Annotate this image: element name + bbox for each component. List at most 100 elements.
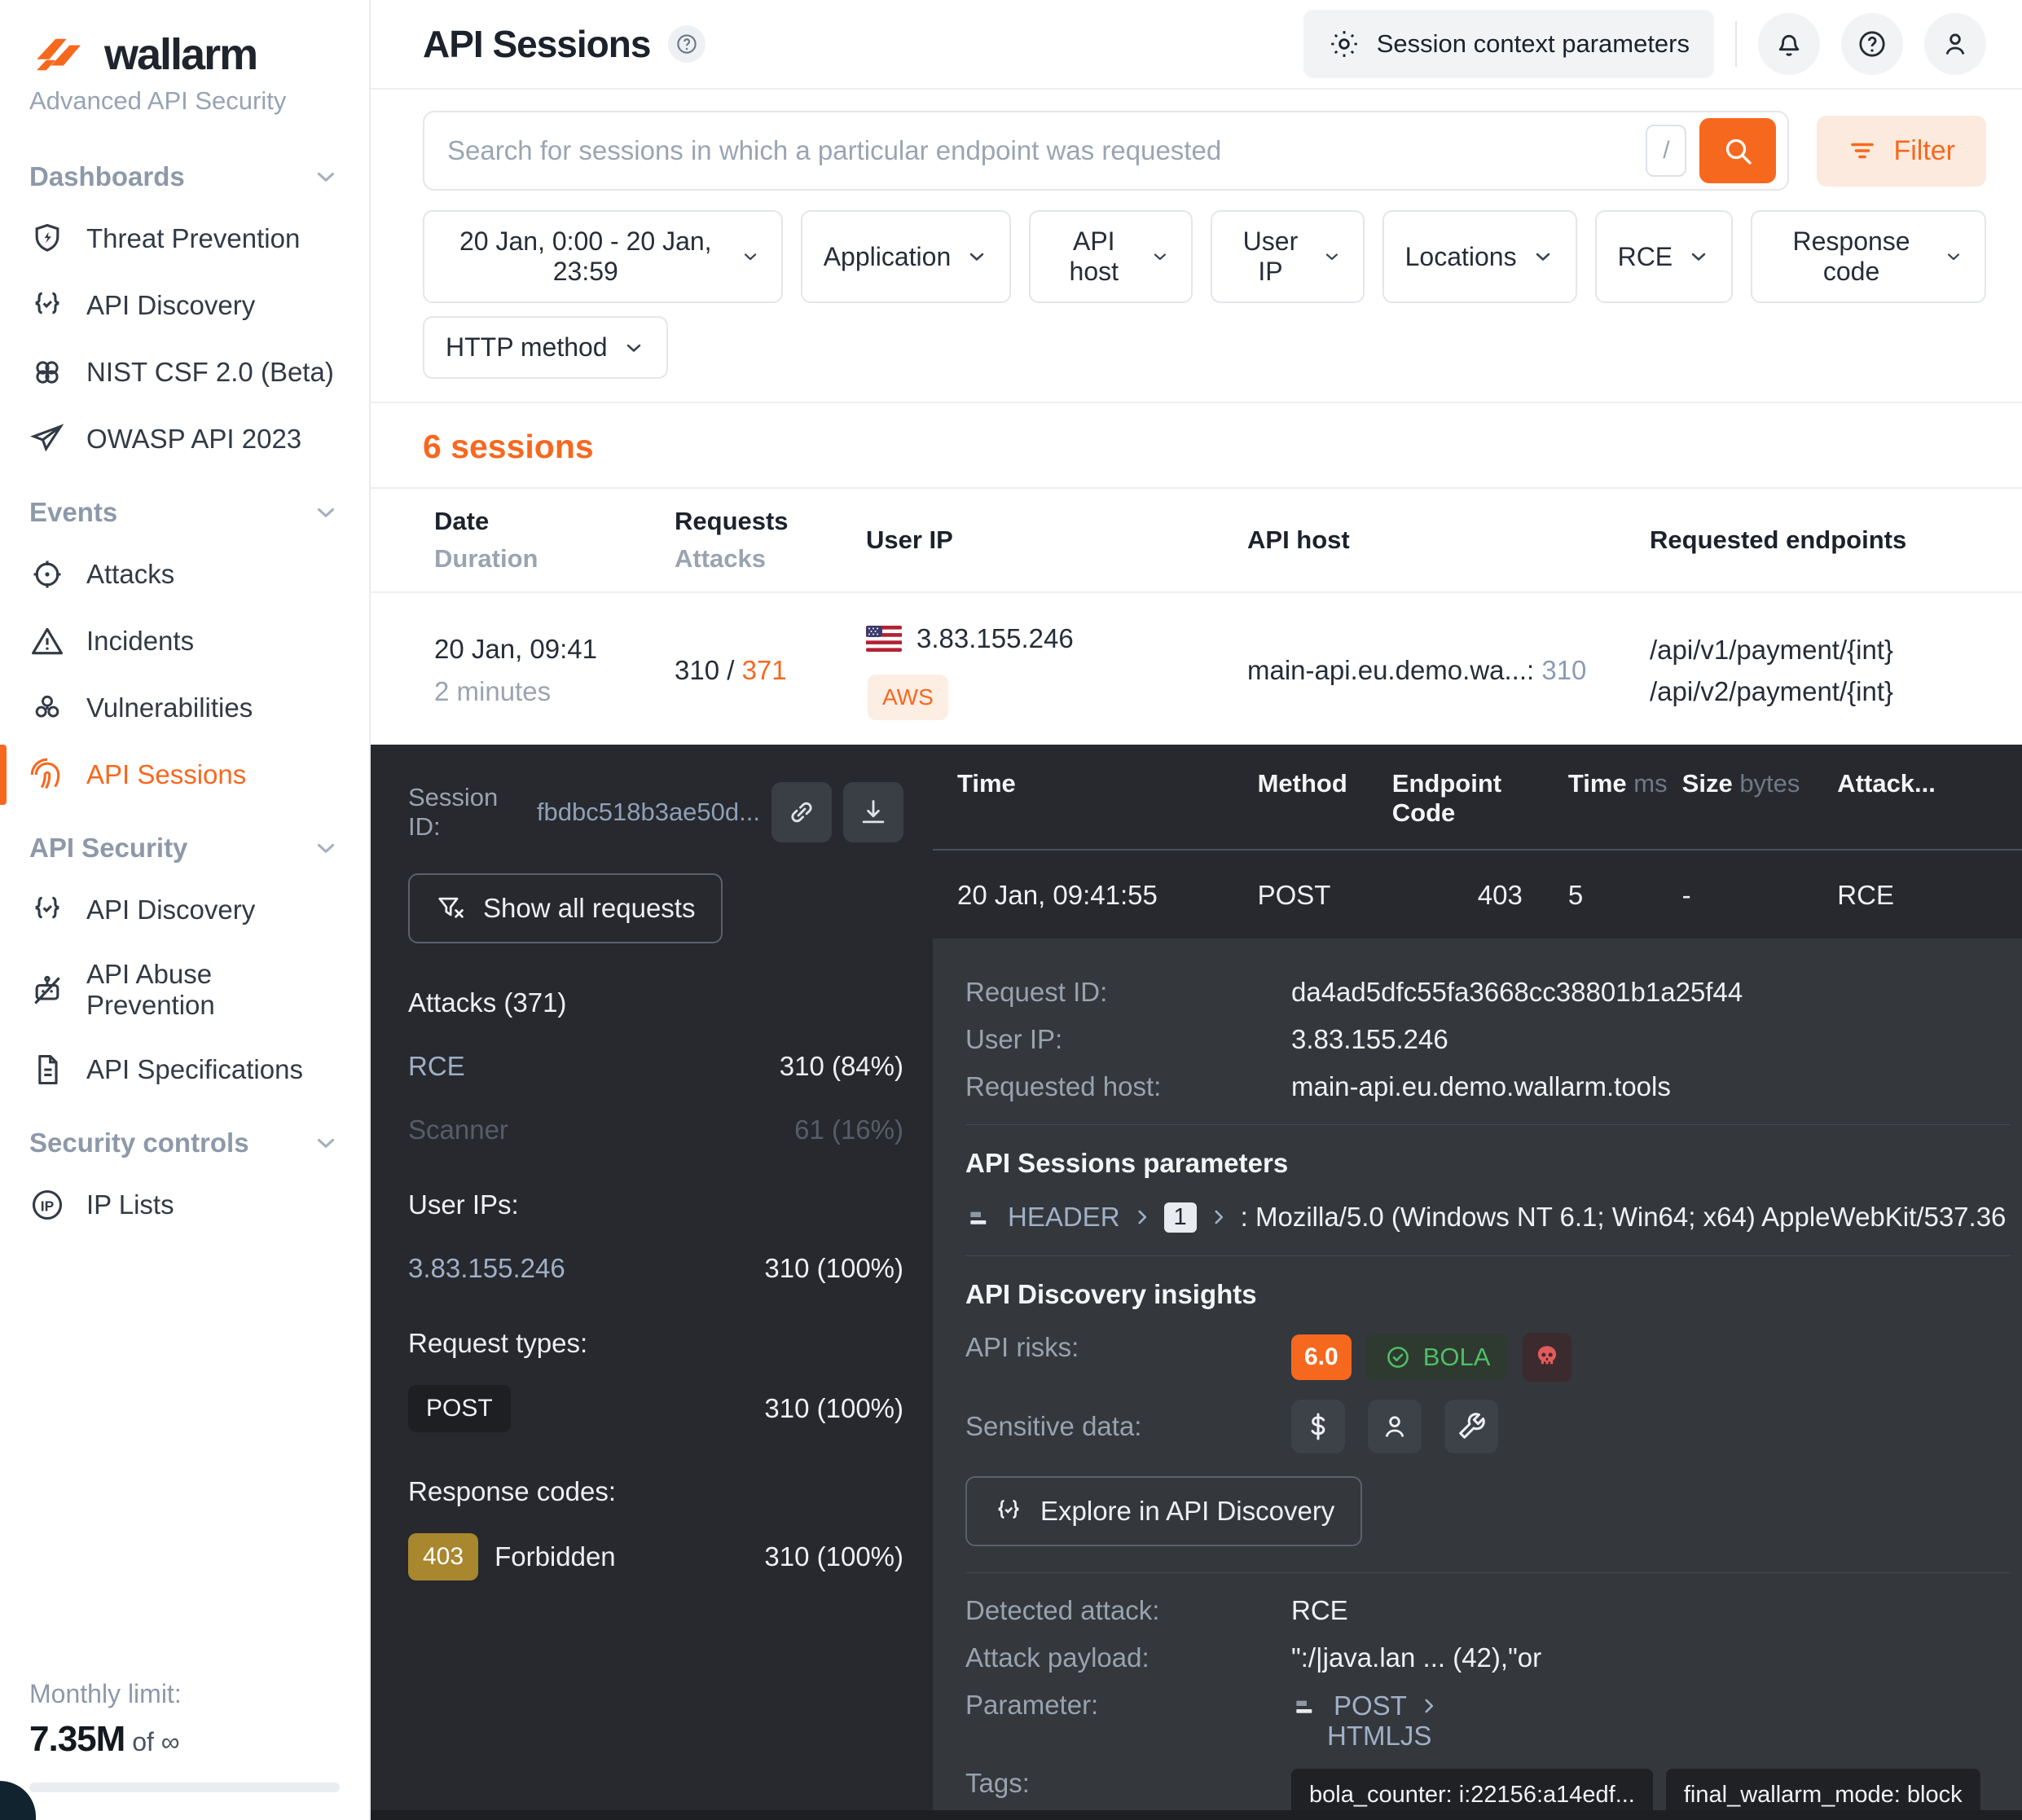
show-all-requests-button[interactable]: Show all requests [408, 873, 723, 943]
filter-chip-api-host[interactable]: API host [1029, 210, 1193, 303]
api-discovery-insights-title: API Discovery insights [965, 1279, 1257, 1309]
sidebar-item-incidents[interactable]: Incidents [0, 608, 369, 675]
nav-section-security-controls[interactable]: Security controls [0, 1103, 369, 1172]
copy-link-button[interactable] [771, 782, 832, 842]
attack-type-scanner[interactable]: Scanner [408, 1114, 508, 1145]
account-button[interactable] [1924, 13, 1986, 75]
nav-section-api-security[interactable]: API Security [0, 808, 369, 877]
chevron-down-icon [741, 245, 760, 268]
parameter-post-link[interactable]: POST [1334, 1690, 1407, 1721]
sidebar-item-nist-csf[interactable]: NIST CSF 2.0 (Beta) [0, 339, 369, 406]
filter-chip-response-code[interactable]: Response code [1751, 210, 1986, 303]
nav-section-dashboards[interactable]: Dashboards [0, 137, 369, 205]
search-icon [1721, 134, 1754, 167]
title-help-icon[interactable] [668, 25, 706, 63]
filter-button[interactable]: Filter [1817, 115, 1986, 187]
skull-badge[interactable] [1523, 1333, 1572, 1382]
attack-type-row: RCE 310 (84%) [408, 1051, 903, 1081]
request-id-label: Request ID: [965, 977, 1108, 1007]
download-button[interactable] [843, 782, 903, 842]
tag-bola-counter[interactable]: bola_counter: i:22156:a14edf... [1291, 1769, 1653, 1820]
provider-badge: AWS [868, 675, 948, 720]
param-source-link[interactable]: HEADER [1008, 1202, 1120, 1232]
filter-chips-row-1: 20 Jan, 0:00 - 20 Jan, 23:59 Application… [371, 191, 2022, 303]
session-context-parameters-button[interactable]: Session context parameters [1303, 10, 1714, 78]
warning-triangle-icon [29, 623, 65, 659]
request-time: 20 Jan, 09:41:55 [957, 880, 1158, 910]
parameter-htmljs-link[interactable]: HTMLJS [1327, 1721, 1432, 1751]
rings-icon [29, 354, 65, 390]
attacks-summary-title: Attacks (371) [408, 987, 567, 1018]
user-ip-row: 3.83.155.246 310 (100%) [408, 1253, 903, 1283]
sensitive-pii-badge[interactable] [1368, 1400, 1422, 1453]
check-circle-icon [1384, 1343, 1412, 1371]
monthly-limit: Monthly limit: 7.35M of ∞ [0, 1679, 369, 1820]
session-summary: Session ID: fbdbc518b3ae50d... Show all … [371, 745, 933, 1820]
col-code: Code [1391, 798, 1456, 827]
nav-section-events[interactable]: Events [0, 473, 369, 541]
help-button[interactable] [1841, 13, 1903, 75]
braces-check-icon [29, 892, 65, 928]
sessions-table: Date Duration Requests Attacks User IP A… [371, 487, 2022, 745]
request-row[interactable]: 20 Jan, 09:41:55 POST 403 5 - RCE [933, 851, 2022, 939]
filter-chips-row-2: HTTP method [371, 303, 2022, 379]
requested-host-label: Requested host: [965, 1071, 1162, 1101]
sidebar-item-api-abuse-prevention[interactable]: API Abuse Prevention [0, 943, 369, 1036]
search-button[interactable] [1699, 118, 1777, 183]
session-row[interactable]: 20 Jan, 09:41 2 minutes 310 / 371 3.83.1… [371, 593, 2022, 745]
filter-chip-user-ip[interactable]: User IP [1211, 210, 1365, 303]
chevron-down-icon [1322, 245, 1342, 268]
request-time-ms: 5 [1567, 880, 1584, 910]
tags-label: Tags: [965, 1768, 1030, 1798]
filter-chip-rce[interactable]: RCE [1594, 210, 1734, 303]
sidebar-item-threat-prevention[interactable]: Threat Prevention [0, 205, 369, 272]
session-host-count: 310 [1534, 655, 1587, 685]
filter-chip-locations[interactable]: Locations [1382, 210, 1577, 303]
tag-final-wallarm-mode[interactable]: final_wallarm_mode: block [1665, 1769, 1980, 1820]
braces-check-icon [993, 1496, 1024, 1527]
col-endpoint: Endpoint [1391, 769, 1502, 798]
filter-chip-http-method[interactable]: HTTP method [423, 316, 668, 379]
sidebar-item-owasp-api[interactable]: OWASP API 2023 [0, 406, 369, 473]
search-row: / Filter [371, 90, 2022, 191]
attack-type-rce[interactable]: RCE [408, 1051, 465, 1081]
sidebar-item-vulnerabilities[interactable]: Vulnerabilities [0, 675, 369, 741]
notifications-button[interactable] [1758, 13, 1820, 75]
bola-badge[interactable]: BOLA [1365, 1334, 1509, 1380]
document-icon [29, 1052, 65, 1088]
filter-chip-daterange[interactable]: 20 Jan, 0:00 - 20 Jan, 23:59 [423, 210, 783, 303]
param-lines-icon [965, 1202, 996, 1233]
status-code-badge: 403 [408, 1533, 479, 1580]
sidebar-item-api-discovery-2[interactable]: API Discovery [0, 877, 369, 943]
session-requests: 310 [675, 655, 720, 685]
search-input[interactable] [447, 135, 1646, 166]
api-risks-label: API risks: [965, 1332, 1079, 1362]
sessions-count: 6 sessions [423, 428, 594, 465]
attack-payload-value: ":/|java.lan ... (42),"or [1291, 1642, 1542, 1673]
sessions-table-header: Date Duration Requests Attacks User IP A… [371, 487, 2022, 593]
filter-chip-application[interactable]: Application [800, 210, 1012, 303]
method-badge: POST [408, 1385, 511, 1432]
attack-type-row: Scanner 61 (16%) [408, 1114, 903, 1145]
sidebar-item-ip-lists[interactable]: IP Lists [0, 1172, 369, 1238]
session-endpoint: /api/v1/payment/{int} [1650, 634, 1894, 665]
user-ip-link[interactable]: 3.83.155.246 [408, 1253, 565, 1283]
sidebar-item-api-sessions[interactable]: API Sessions [0, 741, 369, 808]
slash-shortcut-key: / [1646, 125, 1687, 177]
sidebar-item-api-specifications[interactable]: API Specifications [0, 1036, 369, 1103]
user-ip-value: 3.83.155.246 [1291, 1024, 1448, 1054]
detected-attack-value: RCE [1291, 1595, 1348, 1625]
skull-icon [1532, 1343, 1562, 1372]
chevron-right-icon [1418, 1695, 1440, 1717]
sidebar: wallarm Advanced API Security Dashboards… [0, 0, 371, 1820]
sensitive-finance-badge[interactable] [1291, 1400, 1345, 1453]
chevron-down-icon [1532, 245, 1554, 268]
col-api-host: API host [1247, 525, 1350, 554]
infinity-symbol: ∞ [160, 1727, 180, 1756]
explore-in-api-discovery-button[interactable]: Explore in API Discovery [965, 1476, 1363, 1546]
sidebar-item-attacks[interactable]: Attacks [0, 541, 369, 608]
sensitive-technical-badge[interactable] [1444, 1400, 1498, 1453]
session-attacks: 371 [741, 655, 787, 685]
sidebar-item-api-discovery[interactable]: API Discovery [0, 272, 369, 339]
sensitive-data-label: Sensitive data: [965, 1411, 1142, 1441]
